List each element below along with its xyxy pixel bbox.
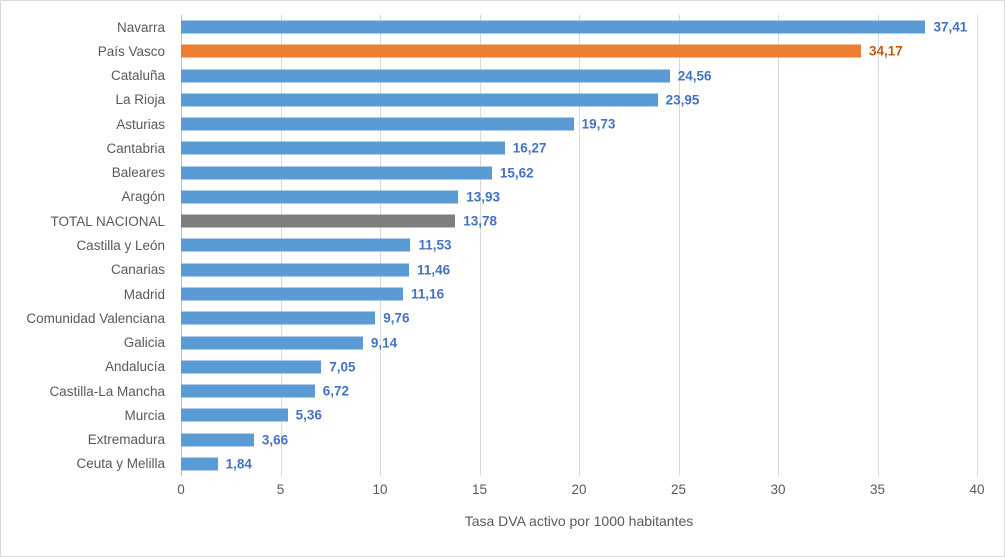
bar-row: 11,46: [181, 258, 977, 282]
value-label: 19,73: [581, 116, 616, 132]
category-label: Canarias: [110, 262, 165, 278]
category-label: País Vasco: [97, 43, 165, 59]
bar: [181, 214, 456, 228]
bar: [181, 238, 411, 252]
value-label: 34,17: [868, 43, 903, 59]
category-label: Extremadura: [87, 432, 165, 448]
gridline: [678, 15, 680, 476]
bar: [181, 263, 410, 277]
value-label: 24,56: [677, 68, 712, 84]
bar-row: 24,56: [181, 64, 977, 88]
y-axis-category-labels: Navarra País Vasco Cataluña La Rioja Asturia…: [1, 15, 173, 476]
bar-row: 3,66: [181, 427, 977, 451]
bar: [181, 141, 505, 155]
x-axis-tick-label: 10: [372, 482, 388, 497]
bar: [181, 433, 254, 447]
bar-row: 1,84: [181, 452, 977, 476]
value-label: 9,14: [370, 335, 398, 351]
bar-row: 19,73: [181, 112, 977, 136]
x-axis-tick-label: 25: [670, 482, 687, 497]
bar-row: 13,93: [181, 185, 977, 209]
category-label: Cantabria: [106, 140, 165, 156]
bar: [181, 190, 459, 204]
category-label: Andalucía: [104, 359, 165, 375]
value-label: 15,62: [499, 165, 534, 181]
bar-row: 15,62: [181, 161, 977, 185]
category-label: Cataluña: [110, 68, 165, 84]
x-axis-ticks: 0 5 10 15 20 25 30 35 40: [177, 482, 984, 500]
bar: [181, 360, 322, 374]
category-label: La Rioja: [115, 92, 165, 108]
bar: [181, 44, 861, 58]
bar-row: 7,05: [181, 355, 977, 379]
bar: [181, 384, 315, 398]
x-axis-tick-label: 40: [969, 482, 985, 497]
bar-row: 9,76: [181, 306, 977, 330]
category-label: Castilla-La Mancha: [49, 383, 165, 399]
x-axis-title: Tasa DVA activo por 1000 habitantes: [464, 513, 694, 529]
value-label: 11,53: [418, 237, 452, 253]
value-label: 13,93: [466, 189, 500, 205]
x-axis-tick-label: 20: [571, 482, 587, 497]
value-label: 5,36: [295, 407, 322, 423]
bar: [181, 336, 363, 350]
category-label: TOTAL NACIONAL: [50, 213, 165, 229]
value-label: 13,78: [463, 213, 498, 229]
bar: [181, 117, 574, 131]
plot-area: 37,41 34,17 24,56 23,95 19,73 16,27 15,62 13,93…: [181, 15, 978, 476]
x-axis-tick-label: 0: [177, 482, 185, 497]
category-label: Baleares: [111, 165, 165, 181]
category-label: Comunidad Valenciana: [26, 310, 165, 326]
category-label: Asturias: [116, 116, 165, 132]
category-label: Galicia: [123, 335, 165, 351]
gridline: [778, 15, 779, 476]
value-label: 3,66: [261, 432, 289, 448]
bar-row: 11,53: [181, 233, 977, 257]
category-label: Navarra: [116, 19, 165, 35]
value-label: 11,46: [417, 262, 451, 278]
bar: [181, 20, 926, 34]
x-axis-tick-label: 30: [770, 482, 786, 497]
value-label: 1,84: [225, 456, 252, 472]
bar-row: 9,14: [181, 330, 977, 354]
bar: [181, 311, 376, 325]
x-axis-tick-label: 35: [869, 482, 886, 497]
value-label: 11,16: [411, 286, 445, 302]
value-label: 7,05: [329, 359, 356, 375]
category-label: Castilla y León: [76, 237, 165, 253]
bar-row: 13,78: [181, 209, 977, 233]
bar: [181, 93, 658, 107]
gridline: [877, 15, 879, 476]
bar-row: 37,41: [181, 15, 977, 39]
category-label: Madrid: [123, 286, 165, 302]
category-label: Ceuta y Melilla: [76, 456, 165, 472]
bar-row: 23,95: [181, 88, 977, 112]
value-label: 9,76: [383, 310, 410, 326]
bar-row: 16,27: [181, 136, 977, 160]
value-label: 16,27: [512, 140, 547, 156]
bar: [181, 166, 492, 180]
x-axis-tick-label: 5: [276, 482, 285, 497]
bar: [181, 408, 288, 422]
category-label: Aragón: [121, 189, 165, 205]
bar: [181, 457, 218, 471]
value-label: 23,95: [665, 92, 700, 108]
value-label: 6,72: [322, 383, 349, 399]
bar-row: 11,16: [181, 282, 977, 306]
category-label: Murcia: [124, 407, 165, 423]
x-axis-tick-label: 15: [471, 482, 488, 497]
bar-row: 34,17: [181, 39, 977, 63]
gridline: [479, 15, 481, 476]
bar: [181, 69, 670, 83]
bar-row: 5,36: [181, 403, 977, 427]
bar: [181, 287, 404, 301]
gridline: [579, 15, 580, 476]
bar-row: 6,72: [181, 379, 977, 403]
gridline: [977, 15, 978, 476]
value-label: 37,41: [933, 19, 968, 35]
